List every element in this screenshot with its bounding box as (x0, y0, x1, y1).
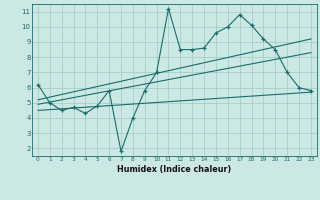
X-axis label: Humidex (Indice chaleur): Humidex (Indice chaleur) (117, 165, 232, 174)
